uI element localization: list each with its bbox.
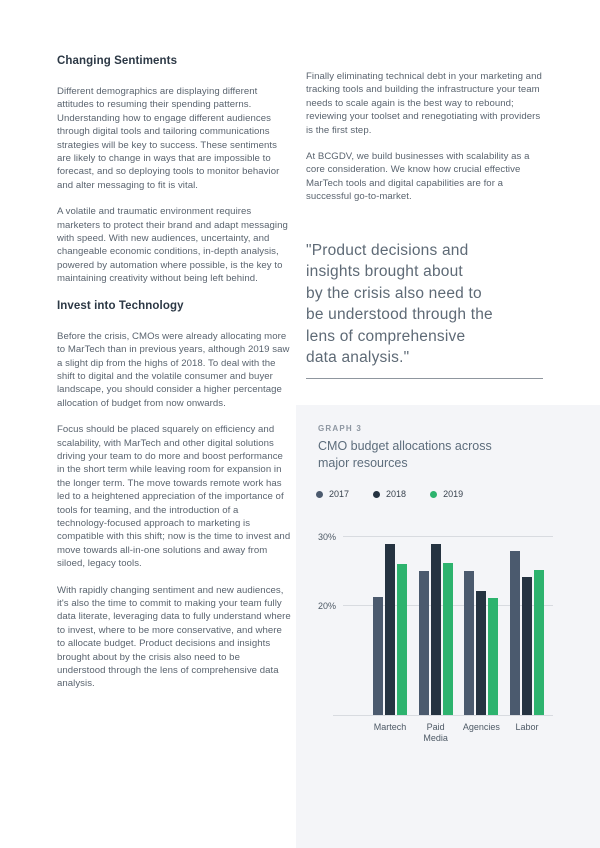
paragraph-volatile-environment: A volatile and traumatic environment req… xyxy=(57,206,288,285)
chart-title: CMO budget allocations across major reso… xyxy=(318,439,492,470)
bar-2019-paid-media xyxy=(442,563,453,715)
gridline-30% xyxy=(343,535,553,537)
divider-line xyxy=(306,377,543,379)
x-axis-line xyxy=(333,715,553,716)
paragraph-technical-debt: Finally eliminating technical debt in yo… xyxy=(306,71,542,136)
bar-2018-martech xyxy=(385,543,395,715)
chart-panel: GRAPH 3 CMO budget allocations across ma… xyxy=(296,405,600,848)
graph-number-label: GRAPH 3 xyxy=(318,424,362,433)
legend-dot-icon xyxy=(373,490,381,498)
pull-quote: "Product decisions and insights brought … xyxy=(306,241,493,367)
bar-2017-martech xyxy=(373,597,383,715)
section-heading-changing-sentiments: Changing Sentiments xyxy=(57,55,178,67)
bar-2018-labor xyxy=(522,577,532,715)
bar-2019-martech xyxy=(397,563,407,715)
paragraph-before-the-crisis: Before the crisis, CMOs were already all… xyxy=(57,330,290,409)
paragraph-focus-efficiency: Focus should be placed squarely on effic… xyxy=(57,424,291,570)
bar-2019-agencies xyxy=(488,598,499,715)
bar-2017-agencies xyxy=(464,570,475,715)
bar-2019-labor xyxy=(534,570,544,715)
chart-plot: 20% 30% Martech Paid Media Agencies Labor xyxy=(318,530,553,743)
legend-dot-icon xyxy=(430,490,438,498)
x-axis-label-labor: Labor xyxy=(515,722,539,732)
bar-2018-agencies xyxy=(476,590,487,715)
paragraph-data-literate: With rapidly changing sentiment and new … xyxy=(57,584,291,690)
bar-2017-paid-media xyxy=(418,570,429,715)
legend-label: 2017 xyxy=(329,489,350,499)
y-tick-label: 20% xyxy=(318,600,337,611)
legend-item-2019: 2019 xyxy=(430,489,463,499)
left-column: Changing Sentiments Different demographi… xyxy=(57,54,291,704)
paragraph-demographics: Different demographics are displaying di… xyxy=(57,86,280,191)
bar-2018-paid-media xyxy=(430,543,441,715)
x-axis-label-agencies: Agencies xyxy=(462,722,500,732)
legend-dot-icon xyxy=(316,490,323,498)
right-column: Finally eliminating technical debt in yo… xyxy=(306,70,543,379)
legend-item-2018: 2018 xyxy=(373,489,406,499)
legend-item-2017: 2017 xyxy=(316,489,349,499)
bar-2017-labor xyxy=(510,550,520,715)
section-heading-invest-into-technology: Invest into Technology xyxy=(57,299,184,312)
legend-label: 2019 xyxy=(443,489,464,499)
legend-label: 2018 xyxy=(386,489,407,499)
chart-legend: 2017 2018 2019 xyxy=(316,489,463,499)
x-axis-label-paid-media: Paid Media xyxy=(423,722,448,743)
paragraph-bcgdv: At BCGDV, we build businesses with scala… xyxy=(306,151,530,203)
x-axis-label-martech: Martech xyxy=(373,722,407,732)
y-tick-label: 30% xyxy=(318,531,337,542)
